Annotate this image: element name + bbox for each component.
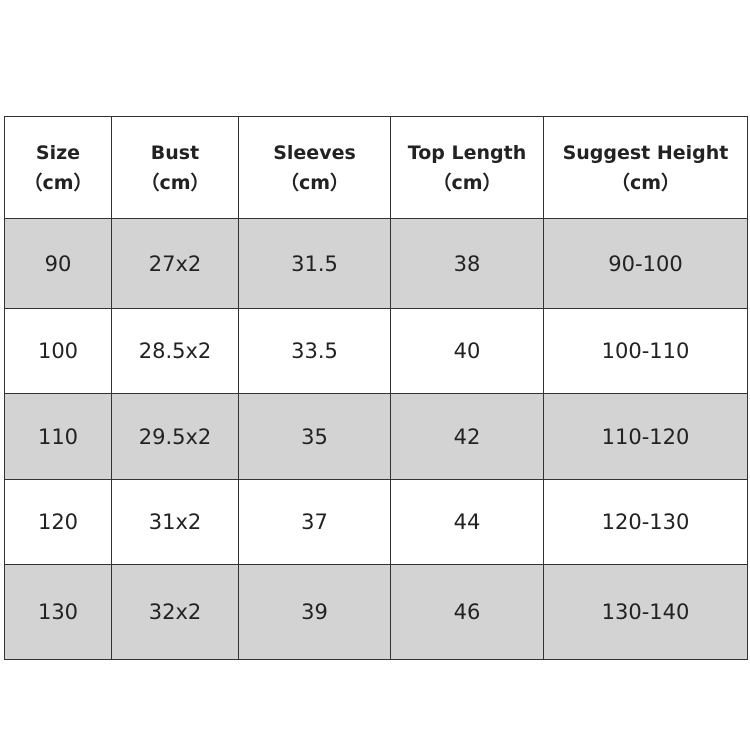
header-unit: （cm） xyxy=(279,171,350,194)
header-bust: Bust （cm） xyxy=(111,116,239,219)
header-unit: （cm） xyxy=(610,171,681,194)
cell-height: 120-130 xyxy=(543,479,748,565)
cell-sleeves: 33.5 xyxy=(238,308,391,394)
header-suggest-height: Suggest Height （cm） xyxy=(543,116,748,219)
header-unit: （cm） xyxy=(432,171,502,194)
cell-height: 130-140 xyxy=(543,564,748,660)
cell-height: 100-110 xyxy=(543,308,748,394)
header-row: Size （cm） Bust （cm） Sleeves （cm） Top Length… xyxy=(4,116,748,219)
header-sleeves: Sleeves （cm） xyxy=(238,116,391,219)
cell-sleeves: 31.5 xyxy=(238,218,391,309)
cell-top-length: 44 xyxy=(390,479,544,565)
header-label: Bust xyxy=(150,141,200,164)
cell-sleeves: 35 xyxy=(238,393,391,480)
cell-top-length: 46 xyxy=(390,564,544,660)
cell-top-length: 38 xyxy=(390,218,544,309)
header-label: Top Length xyxy=(407,141,527,164)
cell-bust: 27x2 xyxy=(111,218,239,309)
cell-height: 110-120 xyxy=(543,393,748,480)
table-row: 130 32x2 39 46 130-140 xyxy=(4,564,748,660)
table-row: 110 29.5x2 35 42 110-120 xyxy=(4,393,748,480)
header-label: Sleeves xyxy=(273,141,356,164)
cell-top-length: 42 xyxy=(390,393,544,480)
header-top-length: Top Length （cm） xyxy=(390,116,544,219)
cell-sleeves: 39 xyxy=(238,564,391,660)
cell-bust: 28.5x2 xyxy=(111,308,239,394)
cell-bust: 32x2 xyxy=(111,564,239,660)
table-row: 100 28.5x2 33.5 40 100-110 xyxy=(4,308,748,394)
header-unit: （cm） xyxy=(140,171,210,194)
cell-size: 120 xyxy=(4,479,112,565)
cell-size: 130 xyxy=(4,564,112,660)
table-row: 90 27x2 31.5 38 90-100 xyxy=(4,218,748,309)
header-label: Size xyxy=(35,141,81,164)
cell-bust: 29.5x2 xyxy=(111,393,239,480)
cell-size: 90 xyxy=(4,218,112,309)
cell-size: 100 xyxy=(4,308,112,394)
header-unit: （cm） xyxy=(23,171,93,194)
header-size: Size （cm） xyxy=(4,116,112,219)
cell-size: 110 xyxy=(4,393,112,480)
cell-bust: 31x2 xyxy=(111,479,239,565)
size-chart-table: Size （cm） Bust （cm） Sleeves （cm） Top Length… xyxy=(4,116,748,660)
cell-sleeves: 37 xyxy=(238,479,391,565)
cell-top-length: 40 xyxy=(390,308,544,394)
header-label: Suggest Height xyxy=(562,141,729,164)
table-row: 120 31x2 37 44 120-130 xyxy=(4,479,748,565)
cell-height: 90-100 xyxy=(543,218,748,309)
